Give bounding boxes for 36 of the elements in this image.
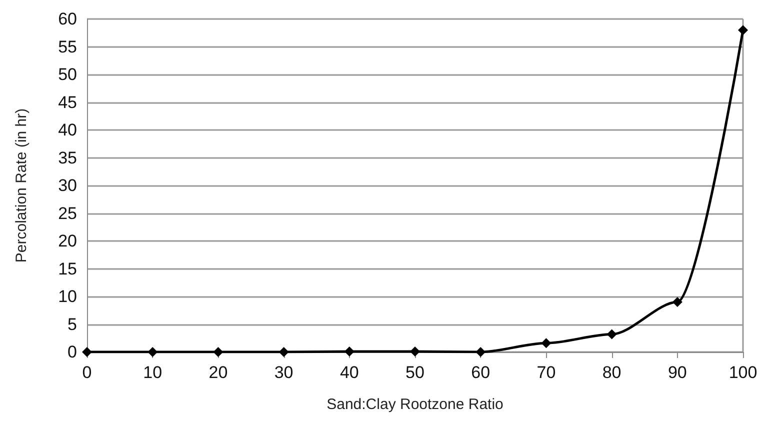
x-tick-label: 100 <box>728 363 758 382</box>
y-tick-label: 30 <box>58 176 77 195</box>
y-tick-label: 0 <box>68 342 77 362</box>
y-tick-label: 55 <box>58 37 77 56</box>
point <box>410 346 420 356</box>
x-tick-label: 30 <box>274 363 294 382</box>
x-tick-label: 80 <box>602 363 622 382</box>
x-tick-label: 40 <box>340 363 359 382</box>
point <box>213 347 224 357</box>
y-tick-label: 40 <box>58 120 77 140</box>
y-tick-label: 15 <box>58 259 77 278</box>
y-tick-label: 45 <box>58 92 77 112</box>
y-axis-title: Percolation Rate (in hr) <box>13 108 30 263</box>
y-tick-label: 35 <box>58 148 77 168</box>
x-tick-label: 60 <box>471 363 490 382</box>
point <box>606 329 617 340</box>
point <box>344 346 354 356</box>
x-tick-label: 70 <box>536 363 556 382</box>
y-tick-label: 60 <box>58 10 77 28</box>
point <box>476 347 486 357</box>
point <box>541 338 552 348</box>
x-tick-label: 20 <box>208 363 228 382</box>
point <box>738 25 748 36</box>
y-tick-label: 50 <box>58 65 77 84</box>
x-tick-label: 90 <box>668 363 687 382</box>
point <box>148 347 158 357</box>
y-tick-label: 25 <box>58 204 77 223</box>
y-tick-label: 10 <box>58 287 77 306</box>
y-tick-label: 5 <box>68 314 77 334</box>
x-tick-label: 0 <box>82 363 92 382</box>
x-axis-title: Sand:Clay Rootzone Ratio <box>326 396 504 413</box>
point <box>672 297 682 308</box>
x-tick-label: 10 <box>143 363 162 382</box>
y-tick-label: 20 <box>58 232 77 250</box>
x-tick-label: 50 <box>406 363 424 382</box>
point <box>278 347 289 357</box>
